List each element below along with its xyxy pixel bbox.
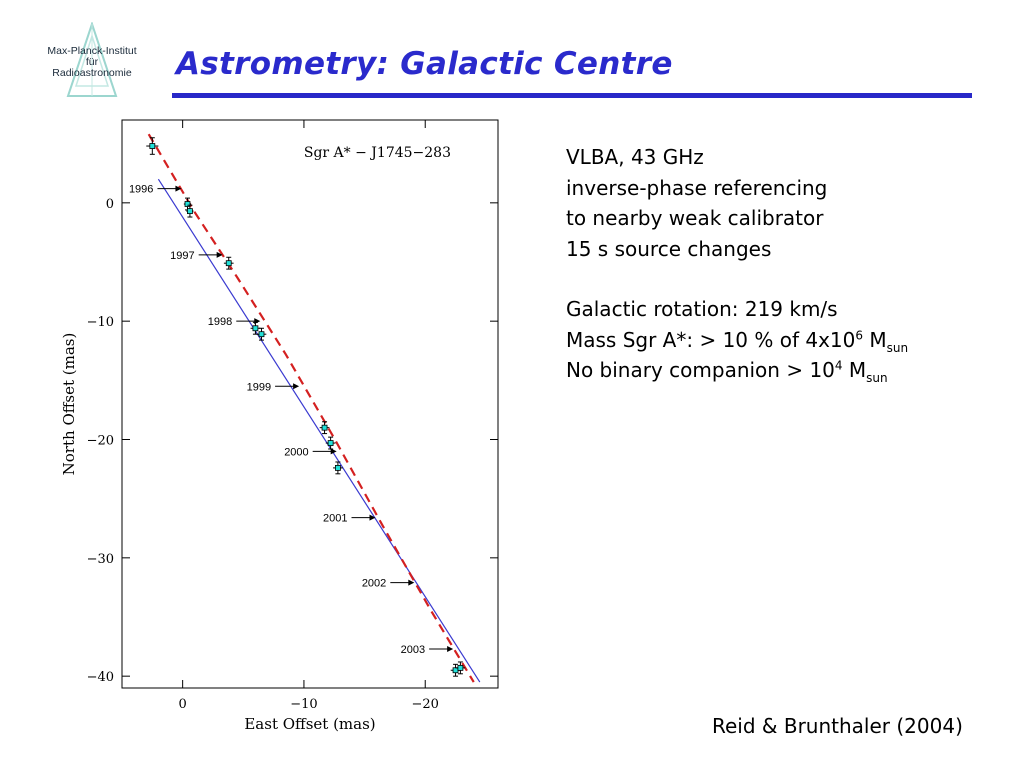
data-point <box>223 256 234 270</box>
epoch-labels: 1996 1997 1998 1999 2000 2001 2002 2003 <box>129 184 454 656</box>
binary-unit: M <box>848 358 867 382</box>
mass-unit: M <box>869 327 887 352</box>
model-curve <box>147 133 475 683</box>
epoch-label: 1997 <box>170 250 223 262</box>
epoch-label: 1998 <box>208 316 261 328</box>
mass-unit-sub: sun <box>886 340 909 355</box>
chart-title: Sgr A* − J1745−283 <box>304 145 451 161</box>
x-tick-label: −20 <box>412 697 439 712</box>
point-marker <box>321 424 328 431</box>
astrometry-chart: Sgr A* − J1745−283 East Offset (mas) Nor… <box>60 119 499 733</box>
y-axis-label: North Offset (mas) <box>60 333 78 476</box>
arrowhead-icon <box>254 318 261 325</box>
data-point <box>256 327 267 341</box>
data-point <box>183 197 192 211</box>
logo-line-1: Max-Planck-Institut <box>47 45 137 57</box>
y-tick-label: −30 <box>87 552 114 567</box>
arrowhead-icon <box>330 448 337 455</box>
binary-exponent: 4 <box>834 358 843 373</box>
mass-text: Mass Sgr A*: > 10 % of 4x10 <box>566 327 856 352</box>
data-point <box>319 421 330 435</box>
point-marker <box>334 464 341 471</box>
data-points <box>146 137 466 677</box>
mass-exponent: 6 <box>855 327 864 342</box>
info-line-vlba: VLBA, 43 GHz <box>566 145 704 169</box>
epoch-year-label: 2003 <box>401 644 425 656</box>
point-marker <box>452 667 459 674</box>
linear-fit-line <box>157 178 481 683</box>
epoch-year-label: 1999 <box>247 381 271 393</box>
data-point <box>455 661 466 675</box>
epoch-year-label: 1996 <box>129 184 153 196</box>
arrowhead-icon <box>175 185 182 192</box>
epoch-label: 1999 <box>247 381 300 393</box>
data-point <box>333 461 343 475</box>
epoch-label: 2002 <box>362 578 415 590</box>
point-marker <box>184 201 191 207</box>
point-marker <box>149 143 156 149</box>
data-point <box>146 137 159 155</box>
data-point <box>186 204 194 218</box>
info-line-binary: No binary companion > 104 Msun <box>566 355 1006 386</box>
binary-unit-sub: sun <box>866 371 888 385</box>
info-line-mass: Mass Sgr A*: > 10 % of 4x106 Msun <box>566 325 1006 356</box>
point-marker <box>258 331 265 338</box>
triangle-logo-icon <box>66 20 118 97</box>
epoch-year-label: 1998 <box>208 316 232 328</box>
epoch-year-label: 2002 <box>362 578 386 590</box>
y-tick-label: −10 <box>87 315 114 330</box>
arrowhead-icon <box>369 514 376 521</box>
point-marker <box>327 440 334 446</box>
x-tick-label: 0 <box>179 697 187 712</box>
arrowhead-icon <box>447 645 454 652</box>
epoch-label: 2001 <box>323 513 376 525</box>
epoch-year-label: 2000 <box>284 446 308 458</box>
title-underline <box>172 93 972 98</box>
x-tick-label: −10 <box>290 697 317 712</box>
plot-frame <box>121 119 499 689</box>
info-panel: VLBA, 43 GHz inverse-phase referencing t… <box>566 142 1006 386</box>
fit-lines <box>147 133 481 683</box>
point-marker <box>252 325 259 332</box>
point-marker <box>457 664 464 671</box>
epoch-year-label: 2001 <box>323 513 347 525</box>
y-tick-label: 0 <box>106 197 114 212</box>
axis-ticks: 0 −10 −20 0 −10 −20 −30 −40 <box>87 120 498 712</box>
epoch-label: 2003 <box>401 644 454 656</box>
y-tick-label: −40 <box>87 670 114 685</box>
arrowhead-icon <box>293 383 300 390</box>
y-tick-label: −20 <box>87 434 114 449</box>
info-line-calibrator: to nearby weak calibrator <box>566 206 824 230</box>
epoch-year-label: 1997 <box>170 250 194 262</box>
logo-line-3: Radioastronomie <box>52 67 132 79</box>
point-marker <box>225 260 232 267</box>
info-line-rotation: Galactic rotation: 219 km/s <box>566 297 838 321</box>
info-line-referencing: inverse-phase referencing <box>566 175 828 200</box>
arrowhead-icon <box>408 579 415 586</box>
mpifr-logo: Max-Planck-Institut für Radioastronomie <box>28 20 156 100</box>
point-marker <box>187 208 193 215</box>
epoch-label: 2000 <box>284 446 337 458</box>
arrowhead-icon <box>216 251 223 258</box>
page-title: Astrometry: Galactic Centre <box>176 46 673 82</box>
x-axis-label: East Offset (mas) <box>244 715 375 733</box>
logo-line-2: für <box>85 56 99 68</box>
binary-text: No binary companion > 10 <box>566 358 835 382</box>
epoch-label: 1996 <box>129 184 182 196</box>
data-point <box>325 436 336 450</box>
citation: Reid & Brunthaler (2004) <box>712 714 963 738</box>
info-line-source-changes: 15 s source changes <box>566 236 772 261</box>
